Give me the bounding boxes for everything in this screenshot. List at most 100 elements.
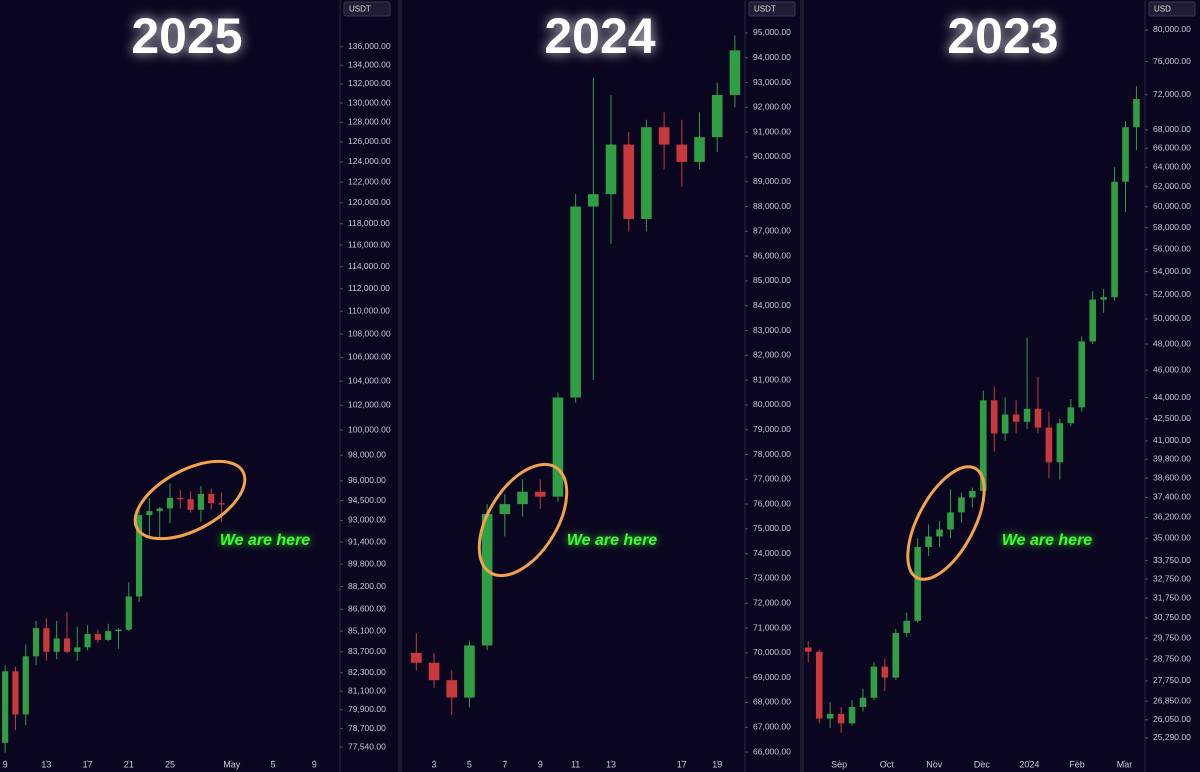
y-tick-label: 69,000.00 <box>753 672 791 682</box>
y-tick-label: 58,000.00 <box>1153 222 1191 232</box>
y-tick-label: 106,000.00 <box>348 352 391 362</box>
chart-title: 2025 <box>131 8 242 64</box>
x-tick-label: 9 <box>3 759 8 769</box>
y-tick-label: 80,000.00 <box>1153 24 1191 34</box>
candle-body <box>187 499 194 510</box>
y-tick-label: 87,000.00 <box>753 226 791 236</box>
x-tick-label: 7 <box>502 759 507 769</box>
x-tick-label: 3 <box>432 759 437 769</box>
y-tick-label: 91,400.00 <box>348 536 386 546</box>
currency-badge: USD <box>1154 5 1171 14</box>
candle-body <box>208 493 215 504</box>
y-tick-label: 78,000.00 <box>753 449 791 459</box>
candle-body <box>881 666 889 678</box>
y-tick-label: 98,000.00 <box>348 449 386 459</box>
y-tick-label: 96,000.00 <box>348 475 386 485</box>
candle-body <box>125 596 132 630</box>
currency-badge: USDT <box>349 5 371 14</box>
candle-body <box>84 634 91 648</box>
candle-body <box>1089 299 1096 342</box>
y-tick-label: 29,750.00 <box>1153 632 1191 642</box>
y-tick-label: 35,000.00 <box>1153 532 1191 542</box>
y-tick-label: 124,000.00 <box>348 156 391 166</box>
annotation: We are here <box>220 532 311 549</box>
y-tick-label: 116,000.00 <box>348 239 390 249</box>
y-tick-label: 46,000.00 <box>1153 364 1191 374</box>
x-tick-label: Oct <box>880 759 895 769</box>
y-tick-label: 85,100.00 <box>348 625 386 635</box>
y-tick-label: 26,050.00 <box>1153 714 1191 724</box>
candle-body <box>411 652 422 663</box>
candle-body <box>711 94 723 138</box>
candle-body <box>958 497 965 513</box>
currency-badge-bg <box>748 1 796 17</box>
candle-body <box>481 514 493 646</box>
y-tick-label: 77,000.00 <box>753 474 791 484</box>
y-tick-label: 94,000.00 <box>753 52 791 62</box>
candle-body <box>1100 297 1107 300</box>
candle-body <box>166 497 174 509</box>
candle-body <box>74 647 81 652</box>
candle-body <box>94 634 101 640</box>
x-tick-label: 9 <box>312 759 317 769</box>
y-tick-label: 79,000.00 <box>753 424 791 434</box>
y-tick-label: 100,000.00 <box>348 424 391 434</box>
x-tick-label: Feb <box>1069 759 1085 769</box>
y-tick-label: 28,750.00 <box>1153 653 1191 663</box>
candle-body <box>859 697 867 707</box>
candle-body <box>914 547 921 621</box>
y-tick-label: 110,000.00 <box>348 305 390 315</box>
y-tick-label: 41,000.00 <box>1153 435 1191 445</box>
y-tick-label: 132,000.00 <box>348 78 391 88</box>
candle-body <box>570 206 581 398</box>
y-tick-label: 86,000.00 <box>753 250 791 260</box>
y-tick-label: 80,000.00 <box>753 399 791 409</box>
highlight-ellipse <box>477 462 569 578</box>
x-tick-label: 2024 <box>1019 759 1039 769</box>
y-tick-label: 93,000.00 <box>753 77 791 87</box>
y-tick-label: 67,000.00 <box>753 722 791 732</box>
x-tick-label: 5 <box>467 759 472 769</box>
candle-body <box>848 706 856 724</box>
x-tick-label: Nov <box>926 759 943 769</box>
y-tick-label: 68,000.00 <box>1153 124 1191 134</box>
y-tick-label: 104,000.00 <box>348 375 391 385</box>
panel-divider <box>398 0 402 772</box>
y-tick-label: 32,750.00 <box>1153 573 1191 583</box>
chart-title: 2023 <box>947 8 1058 64</box>
candle-body <box>197 493 204 510</box>
candle-body <box>925 536 932 548</box>
y-tick-label: 134,000.00 <box>348 59 391 69</box>
candle-body <box>22 656 29 715</box>
highlight-ellipse <box>906 465 986 581</box>
y-tick-label: 38,600.00 <box>1153 472 1191 482</box>
y-tick-label: 60,000.00 <box>1153 201 1191 211</box>
y-tick-label: 36,200.00 <box>1153 512 1191 522</box>
y-tick-label: 89,800.00 <box>348 558 386 568</box>
x-tick-label: 25 <box>165 759 175 769</box>
y-tick-label: 83,700.00 <box>348 646 386 656</box>
y-tick-label: 66,000.00 <box>753 746 791 756</box>
candle-body <box>903 620 911 633</box>
y-tick-label: 37,400.00 <box>1153 492 1191 502</box>
x-tick-label: May <box>223 759 241 769</box>
y-tick-label: 85,000.00 <box>753 275 791 285</box>
y-tick-label: 112,000.00 <box>348 283 390 293</box>
candle-body <box>936 529 943 537</box>
y-tick-label: 75,000.00 <box>753 523 791 533</box>
x-tick-label: 19 <box>712 759 722 769</box>
y-tick-label: 78,700.00 <box>348 723 386 733</box>
candle-body <box>218 503 225 505</box>
y-tick-label: 27,750.00 <box>1153 675 1191 685</box>
candle-body <box>12 671 19 715</box>
y-tick-label: 126,000.00 <box>348 136 391 146</box>
y-tick-label: 77,540.00 <box>348 741 386 751</box>
x-tick-label: Dec <box>974 759 991 769</box>
candle-body <box>676 144 688 162</box>
y-tick-label: 114,000.00 <box>348 261 390 271</box>
y-tick-label: 54,000.00 <box>1153 266 1191 276</box>
chart-title: 2024 <box>544 8 655 64</box>
y-tick-label: 82,300.00 <box>348 667 386 677</box>
candle-body <box>694 137 705 162</box>
